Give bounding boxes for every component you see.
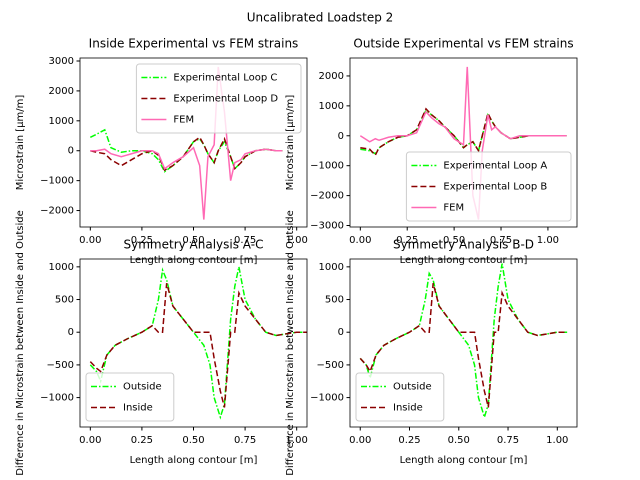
x-tick-label: 0.50 (448, 435, 470, 446)
y-tick-label: 1000 (319, 262, 344, 273)
y-tick-label: 0 (68, 146, 74, 157)
y-tick-label: −2000 (310, 191, 344, 202)
y-tick-label: −3000 (310, 221, 344, 232)
legend-box (405, 151, 572, 222)
x-axis-label: Length along contour [m] (400, 455, 528, 466)
x-tick-label: 0.75 (497, 435, 519, 446)
axes-frame (79, 258, 308, 428)
x-axis-label: Length along contour [m] (130, 255, 258, 266)
x-tick-label: 0.50 (182, 235, 204, 246)
y-tick-label: −2000 (40, 206, 74, 217)
y-tick-label: 2000 (319, 71, 344, 82)
x-tick-label: 0.25 (131, 435, 153, 446)
legend: Outside Inside (355, 372, 445, 422)
data-line (90, 136, 283, 172)
x-tick-label: 0.50 (443, 235, 465, 246)
legend-label: Experimental Loop B (443, 182, 547, 193)
legend-label: Inside (123, 403, 153, 414)
data-line (89, 266, 307, 420)
y-tick-label: 0 (338, 131, 344, 142)
legend-box (85, 372, 175, 422)
x-tick-label: 0.75 (490, 235, 512, 246)
subplot-title: Outside Experimental vs FEM strains (353, 37, 573, 51)
x-tick-label: 0.75 (234, 435, 256, 446)
axes-frame (349, 57, 578, 228)
data-line (359, 263, 568, 420)
y-axis-label: Difference in Microstrain between Inside… (15, 210, 26, 476)
x-tick-label: 0.00 (349, 435, 371, 446)
y-tick-label: 0 (338, 327, 344, 338)
x-tick-label: 0.00 (79, 235, 101, 246)
figure-title: Uncalibrated Loadstep 2 (247, 11, 394, 25)
legend-label: Experimental Loop A (443, 161, 547, 172)
legend-label: Experimental Loop C (173, 73, 277, 84)
y-axis-label: Difference in Microstrain between Inside… (285, 210, 296, 476)
legend: Outside Inside (85, 372, 175, 422)
x-tick-label: 0.25 (131, 235, 153, 246)
y-tick-label: −1000 (310, 393, 344, 404)
x-tick-label: 1.00 (546, 435, 568, 446)
x-tick-label: 0.25 (396, 235, 418, 246)
legend-label: FEM (443, 203, 464, 214)
axes-frame (349, 258, 578, 428)
legend-label: Outside (123, 382, 162, 393)
data-line (359, 283, 568, 408)
x-axis-label: Length along contour [m] (400, 255, 528, 266)
data-line (359, 66, 567, 220)
legend-label: FEM (173, 115, 194, 126)
subplot-title: Symmetry Analysis B-D (393, 238, 534, 252)
y-tick-label: 2000 (49, 86, 74, 97)
legend-label: Inside (393, 403, 423, 414)
x-tick-label: 1.00 (286, 435, 308, 446)
y-tick-label: 500 (55, 295, 74, 306)
y-tick-label: 500 (325, 295, 344, 306)
y-tick-label: −1000 (40, 393, 74, 404)
legend-box (135, 63, 302, 134)
x-tick-label: 0.25 (398, 435, 420, 446)
y-tick-label: −500 (317, 360, 344, 371)
data-line (89, 282, 307, 408)
x-tick-label: 0.50 (182, 435, 204, 446)
x-tick-label: 0.00 (349, 235, 371, 246)
y-tick-label: 1000 (319, 101, 344, 112)
y-tick-label: 3000 (49, 56, 74, 67)
x-tick-label: 1.00 (537, 235, 559, 246)
legend-label: Outside (393, 382, 432, 393)
legend: Experimental Loop C Experimental Loop D FE… (135, 63, 302, 134)
legend-box (355, 372, 445, 422)
y-axis-label: Microstrain [µm/m] (15, 95, 26, 191)
axes-frame (79, 57, 308, 228)
legend: Experimental Loop A Experimental Loop B FE… (405, 151, 572, 222)
x-tick-label: 0.75 (234, 235, 256, 246)
subplot-title: Inside Experimental vs FEM strains (89, 37, 299, 51)
x-axis-label: Length along contour [m] (130, 455, 258, 466)
data-line (90, 66, 283, 220)
x-tick-label: 0.00 (79, 435, 101, 446)
y-axis-label: Microstrain [µm/m] (285, 95, 296, 191)
legend-label: Experimental Loop D (173, 94, 278, 105)
y-tick-label: 1000 (49, 262, 74, 273)
x-tick-label: 1.00 (286, 235, 308, 246)
y-tick-label: 0 (68, 327, 74, 338)
y-tick-label: 1000 (49, 116, 74, 127)
y-tick-label: −1000 (40, 176, 74, 187)
y-tick-label: −1000 (310, 161, 344, 172)
subplot-title: Symmetry Analysis A-C (124, 238, 264, 252)
y-tick-label: −500 (47, 360, 74, 371)
